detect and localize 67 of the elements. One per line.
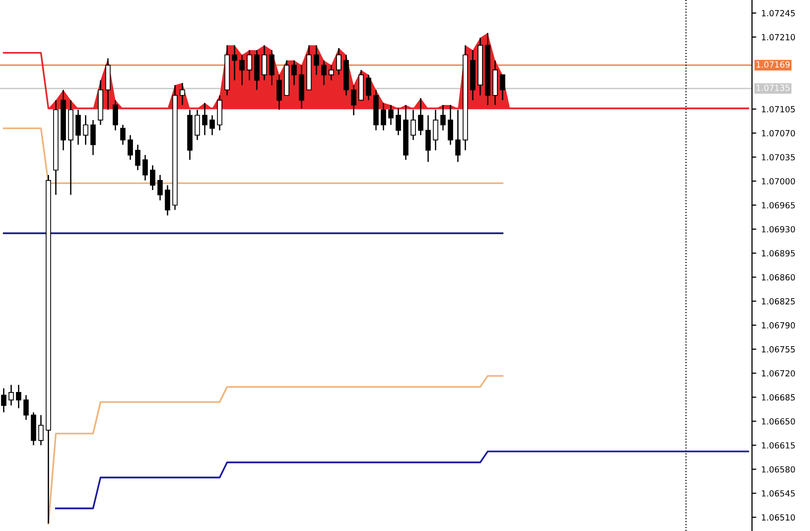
y-tick-label: 1.06930 [762,226,795,232]
y-tick-label: 1.06685 [762,394,795,401]
y-tick-label: 1.07105 [762,106,795,112]
candlestick [180,82,186,106]
candlestick [8,384,14,406]
candlestick [418,97,424,136]
candlestick [269,49,274,86]
y-tick-label: 1.07245 [762,10,795,16]
candlestick [194,109,200,141]
y-tick-label: 1.07210 [762,34,795,40]
ref-line-label: 1.07169 [756,61,790,68]
candlestick [150,164,156,191]
candlestick [164,184,170,216]
candlestick [455,109,461,163]
candlestick [128,134,133,160]
y-tick-label: 1.06895 [762,250,795,256]
candlestick [90,119,96,156]
candlestick [16,384,22,409]
candlestick [351,84,356,116]
candlestick [239,54,245,86]
candlestick [1,388,6,413]
candlestick [440,104,446,131]
candlestick [321,60,327,86]
candlestick [112,100,118,131]
candlestick [38,414,44,446]
y-tick-label: 1.07000 [762,178,795,184]
candlestick [314,44,320,76]
candlestick [232,44,238,81]
candlestick [396,108,401,136]
candlestick [425,114,431,163]
y-tick-label: 1.06510 [762,514,795,521]
candlestick [276,74,282,110]
candlestick [388,104,394,126]
y-tick-label: 1.06860 [762,274,795,280]
y-tick-label: 1.06720 [762,370,795,376]
candlestick [76,109,81,146]
y-tick-label: 1.06545 [762,490,795,497]
candlestick [410,109,416,141]
candlestick [380,102,386,131]
candlestick [135,144,140,171]
candlestick [448,104,454,146]
candlestick [142,154,148,182]
candlestick [500,74,506,101]
candlestick [291,60,297,86]
candlestick [366,74,372,101]
candlestick [432,109,438,151]
y-tick-label: 1.06755 [762,346,795,352]
candlestick [23,394,29,420]
candlestick [157,174,163,201]
candlestick [328,64,334,81]
y-tick-label: 1.06825 [762,298,795,304]
line-series [55,450,750,510]
candlestick [120,124,126,146]
candlestick [336,47,342,76]
candlestick [82,114,88,146]
candlestick [210,114,215,136]
y-tick-label: 1.06965 [762,202,795,208]
line-series [48,375,504,524]
y-tick-label: 1.06790 [762,322,795,328]
candlestick [246,49,252,81]
y-tick-label: 1.06615 [762,442,795,449]
y-tick-label: 1.06650 [762,418,795,425]
candlestick [202,102,208,136]
y-tick-label: 1.06580 [762,466,795,473]
candlestick [262,44,267,81]
y-tick-label: 1.07070 [762,130,795,136]
y-tick-label: 1.07035 [762,154,795,160]
